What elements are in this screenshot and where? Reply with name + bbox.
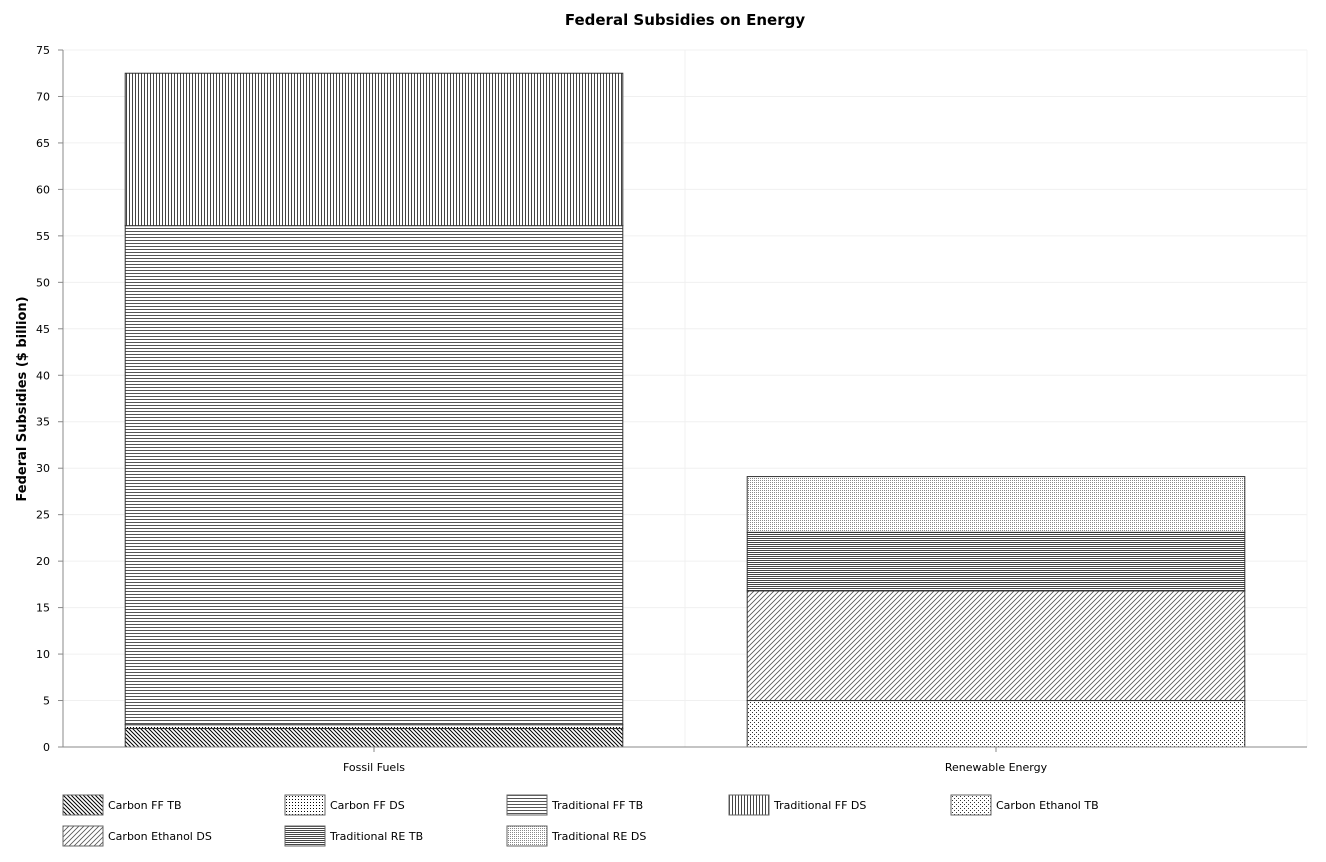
legend-label: Traditional FF TB (551, 799, 643, 812)
legend-item: Traditional FF DS (728, 794, 866, 816)
legend-label: Carbon FF TB (108, 799, 182, 812)
y-tick-label: 40 (36, 369, 50, 382)
y-tick-label: 20 (36, 555, 50, 568)
bar-segment (124, 72, 624, 227)
y-axis-label: Federal Subsidies ($ billion) (15, 296, 30, 501)
y-tick-label: 60 (36, 183, 50, 196)
legend-swatch (284, 825, 326, 847)
y-tick-labels: 0 5 10 15 20 25 30 35 40 45 50 55 60 65 70 75 (36, 44, 50, 754)
legend-swatch (62, 825, 104, 847)
legend-swatch (506, 825, 548, 847)
legend-label: Carbon Ethanol DS (108, 830, 212, 843)
x-tick-label: Fossil Fuels (343, 761, 405, 774)
x-tick-labels: Fossil Fuels Renewable Energy (343, 761, 1048, 774)
y-tick-label: 0 (43, 741, 50, 754)
chart-title: Federal Subsidies on Energy (565, 11, 806, 29)
legend-item: Carbon Ethanol TB (950, 794, 1099, 816)
legend-label: Traditional RE DS (551, 830, 646, 843)
legend-item: Carbon FF TB (62, 794, 182, 816)
bar-segment (124, 225, 624, 726)
legend-item: Traditional FF TB (506, 794, 643, 816)
y-tick-label: 5 (43, 695, 50, 708)
legend-item: Carbon FF DS (284, 794, 405, 816)
y-tick-label: 55 (36, 230, 50, 243)
bar-segment (746, 590, 1246, 702)
legend-swatch (62, 794, 104, 816)
legend-item: Carbon Ethanol DS (62, 825, 212, 847)
legend-swatch (284, 794, 326, 816)
y-tick-label: 35 (36, 416, 50, 429)
legend-label: Traditional RE TB (329, 830, 423, 843)
bar-segment (746, 700, 1246, 748)
y-tick-label: 15 (36, 602, 50, 615)
bar-segment (746, 476, 1246, 533)
bars (124, 72, 1246, 748)
legend: Carbon FF TB Carbon FF DS Traditional FF T… (62, 794, 1099, 847)
legend-item: Traditional RE TB (284, 825, 423, 847)
bar-segment (746, 531, 1246, 592)
y-tick-label: 45 (36, 323, 50, 336)
legend-swatch (506, 794, 548, 816)
y-tick-label: 25 (36, 509, 50, 522)
legend-swatch (728, 794, 770, 816)
y-tick-label: 70 (36, 90, 50, 103)
y-tick-label: 75 (36, 44, 50, 57)
legend-label: Traditional FF DS (773, 799, 866, 812)
bar-segment (124, 724, 624, 729)
axes (58, 49, 1307, 752)
legend-label: Carbon Ethanol TB (996, 799, 1099, 812)
y-tick-label: 50 (36, 276, 50, 289)
bar-segment (124, 727, 624, 748)
x-tick-label: Renewable Energy (945, 761, 1048, 774)
y-tick-label: 65 (36, 137, 50, 150)
y-tick-label: 30 (36, 462, 50, 475)
legend-item: Traditional RE DS (506, 825, 646, 847)
legend-label: Carbon FF DS (330, 799, 405, 812)
y-tick-label: 10 (36, 648, 50, 661)
legend-swatch (950, 794, 992, 816)
